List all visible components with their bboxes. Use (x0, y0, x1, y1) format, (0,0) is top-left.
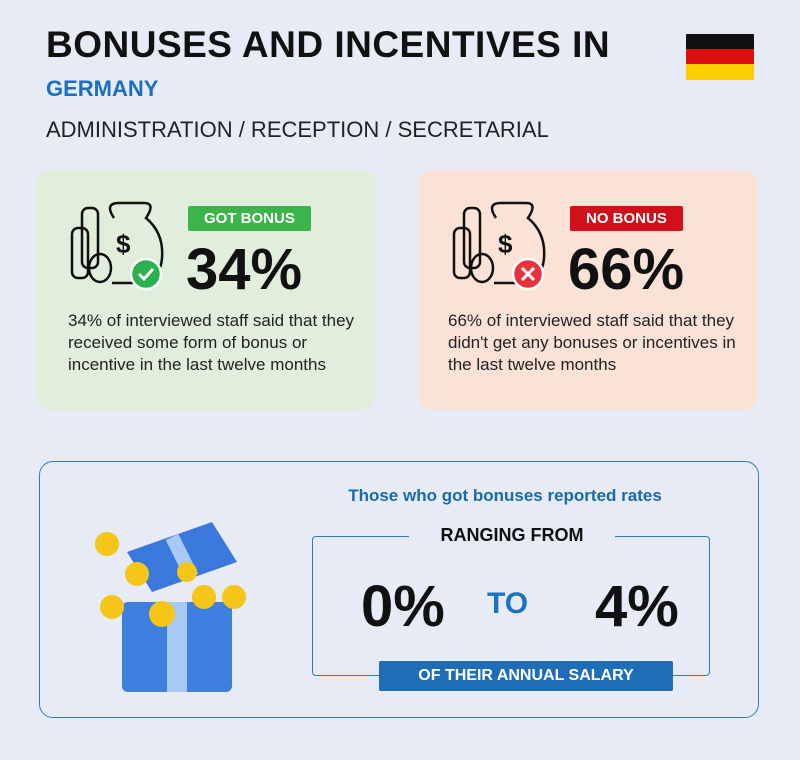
title: BONUSES AND INCENTIVES IN (46, 24, 611, 65)
flag (686, 34, 754, 80)
badge: NO BONUS (570, 206, 683, 231)
card-no-bonus: $ NO BONUS 66% 66% of interviewed staff … (418, 170, 758, 410)
percent: 66% (568, 237, 685, 302)
range-frame: RANGING FROM 0% TO 4% OF THEIR ANNUAL SA… (312, 525, 710, 691)
range-to: 4% (595, 574, 679, 639)
svg-text:$: $ (498, 229, 513, 259)
range-footer: OF THEIR ANNUAL SALARY (379, 661, 673, 691)
description: 34% of interviewed staff said that they … (68, 311, 355, 374)
range-from: 0% (361, 574, 445, 639)
badge: GOT BONUS (188, 206, 311, 231)
range-label: RANGING FROM (409, 525, 615, 546)
intro: Those who got bonuses reported rates (348, 486, 662, 505)
category: ADMINISTRATION / RECEPTION / SECRETARIAL (46, 117, 549, 142)
range-connector: TO (487, 587, 529, 620)
card-got-bonus: $ GOT BONUS 34% 34% of interviewed staff… (36, 170, 376, 410)
percent: 34% (186, 237, 303, 302)
range-box: Those who got bonuses reported rates RAN… (39, 461, 759, 718)
svg-text:$: $ (116, 229, 131, 259)
money-icon: $ (70, 201, 164, 291)
country: GERMANY (46, 76, 159, 101)
money-icon: $ (452, 201, 546, 291)
gift-icon (95, 522, 246, 692)
description: 66% of interviewed staff said that they … (448, 311, 736, 374)
